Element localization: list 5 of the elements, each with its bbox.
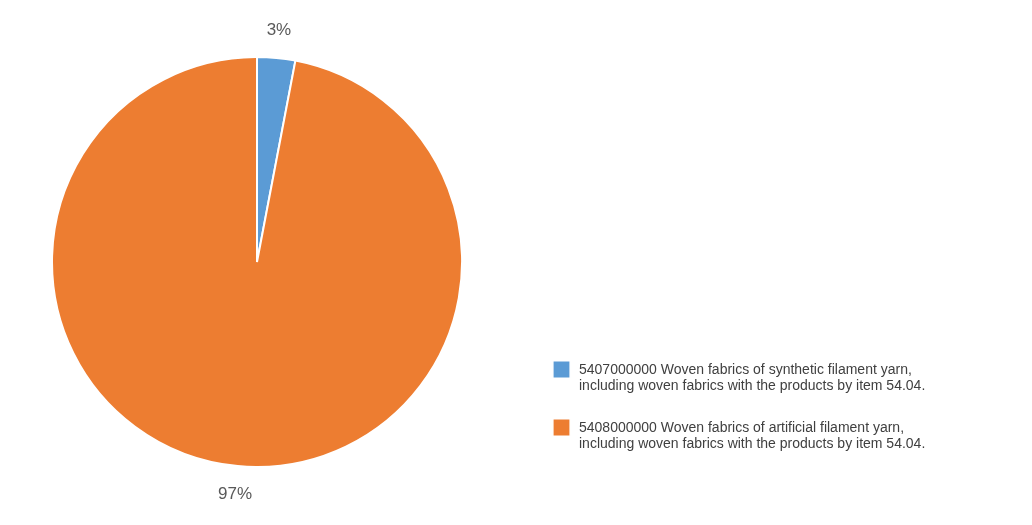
pie-slice — [51, 56, 463, 468]
data-label: 3% — [266, 20, 292, 40]
data-label: 97% — [218, 483, 253, 503]
legend-label: 5407000000 Woven fabrics of synthetic filament yarn, including woven fabrics with the products by item 54.04. — [579, 360, 926, 393]
legend-label: 5408000000 Woven fabrics of artificial filament yarn, including woven fabrics with the products by item 54.04. — [579, 418, 926, 451]
